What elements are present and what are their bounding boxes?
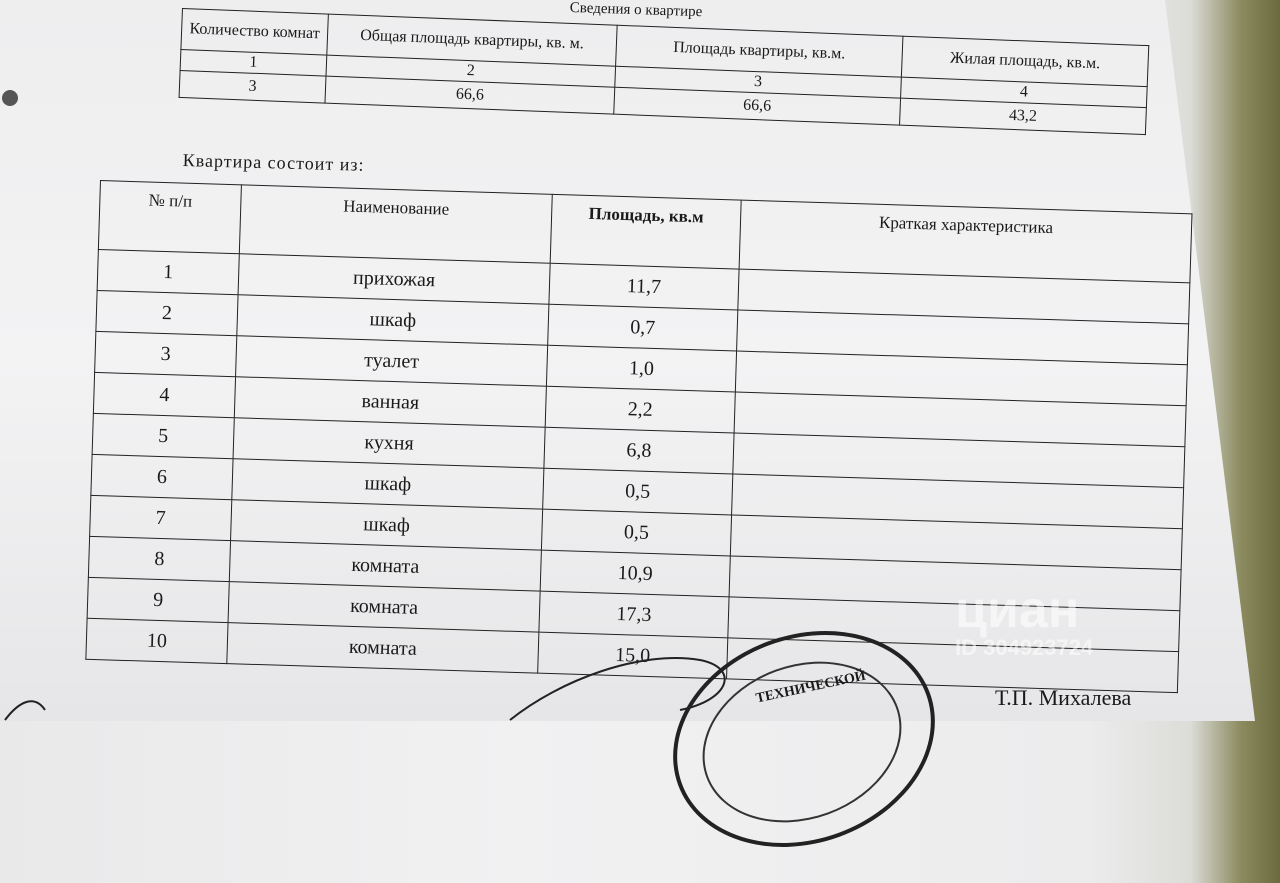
room-area: 1,0 xyxy=(546,345,737,393)
room-area: 10,9 xyxy=(540,550,731,597)
handwriting-mark xyxy=(4,700,46,721)
header-name: Наименование xyxy=(239,184,553,264)
header-area: Площадь, кв.м xyxy=(550,194,742,270)
row-number: 8 xyxy=(88,536,231,582)
row-number: 6 xyxy=(90,454,234,500)
row-number: 5 xyxy=(92,413,235,459)
room-count: 3 xyxy=(179,70,326,104)
row-number: 2 xyxy=(95,290,239,336)
signatory-name: Т.П. Михалева xyxy=(995,685,1132,710)
document-page xyxy=(0,0,1255,721)
room-area: 2,2 xyxy=(545,386,736,433)
signature-scribble xyxy=(509,657,726,721)
room-area: 17,3 xyxy=(538,591,730,638)
room-area: 0,7 xyxy=(547,304,738,352)
row-number: 3 xyxy=(94,331,237,377)
header-number: № п/п xyxy=(98,180,242,254)
room-name: комната xyxy=(226,622,539,674)
row-number: 10 xyxy=(85,618,229,664)
watermark-logo: циан xyxy=(955,581,1080,639)
cian-watermark: циан ID 304923724 xyxy=(955,581,1094,661)
row-number: 7 xyxy=(89,495,232,541)
room-area: 0,5 xyxy=(542,468,733,515)
room-area: 0,5 xyxy=(541,509,732,556)
row-number: 1 xyxy=(97,249,240,295)
row-number: 9 xyxy=(87,577,230,623)
room-area: 6,8 xyxy=(543,427,735,474)
watermark-id: ID 304923724 xyxy=(955,635,1094,660)
room-area: 11,7 xyxy=(548,263,740,311)
binder-hole xyxy=(2,90,18,106)
row-number: 4 xyxy=(93,372,236,418)
summary-header: Количество комнат xyxy=(180,8,329,56)
